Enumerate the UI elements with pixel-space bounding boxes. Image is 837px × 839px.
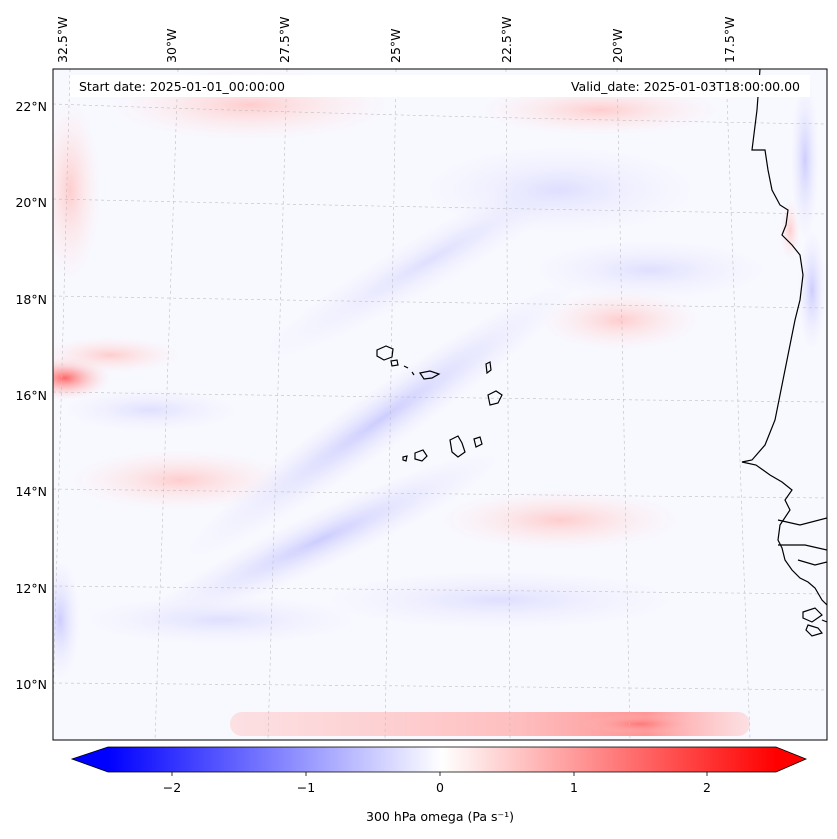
colorbar-tick-label: 1 bbox=[570, 780, 578, 795]
colorbar-tick-label: −2 bbox=[163, 780, 181, 795]
africa-coastline bbox=[741, 69, 827, 606]
latitude-labels: 22°N 20°N 18°N 16°N 14°N 12°N 10°N bbox=[15, 99, 47, 692]
colorbar-title: 300 hPa omega (Pa s⁻¹) bbox=[366, 809, 514, 824]
coastlines bbox=[741, 69, 827, 637]
colorbar-min-extend bbox=[72, 747, 108, 772]
lon-label: 20°W bbox=[610, 28, 625, 63]
graticule bbox=[53, 69, 827, 740]
colorbar-ramp bbox=[108, 747, 776, 772]
colorbar-tick-label: −1 bbox=[297, 780, 315, 795]
lat-label: 14°N bbox=[15, 484, 47, 499]
colorbar-tick-label: 2 bbox=[703, 780, 711, 795]
date-banner bbox=[70, 75, 810, 97]
omega-field bbox=[53, 69, 827, 740]
valid-date-label: Valid_date: 2025-01-03T18:00:00.00 bbox=[571, 79, 800, 94]
lon-label: 25°W bbox=[388, 28, 403, 63]
lon-label: 22.5°W bbox=[499, 17, 514, 63]
lat-label: 20°N bbox=[15, 195, 47, 210]
map-frame bbox=[52, 68, 828, 741]
lat-label: 22°N bbox=[15, 99, 47, 114]
lat-label: 16°N bbox=[15, 388, 47, 403]
start-date-label: Start date: 2025-01-01_00:00:00 bbox=[79, 79, 285, 94]
islands bbox=[376, 345, 503, 462]
lon-label: 17.5°W bbox=[722, 17, 737, 63]
lat-label: 10°N bbox=[15, 677, 47, 692]
colorbar-tick-label: 0 bbox=[436, 780, 444, 795]
lat-label: 12°N bbox=[15, 581, 47, 596]
lon-label: 32.5°W bbox=[55, 17, 70, 63]
lon-label: 30°W bbox=[164, 28, 179, 63]
lon-label: 27.5°W bbox=[277, 17, 292, 63]
colorbar: −2 −1 0 1 2 300 hPa omega (Pa s⁻¹) bbox=[70, 746, 808, 824]
lat-label: 18°N bbox=[15, 292, 47, 307]
colorbar-max-extend bbox=[776, 747, 806, 772]
longitude-labels: 32.5°W 30°W 27.5°W 25°W 22.5°W 20°W 17.5… bbox=[55, 17, 737, 63]
